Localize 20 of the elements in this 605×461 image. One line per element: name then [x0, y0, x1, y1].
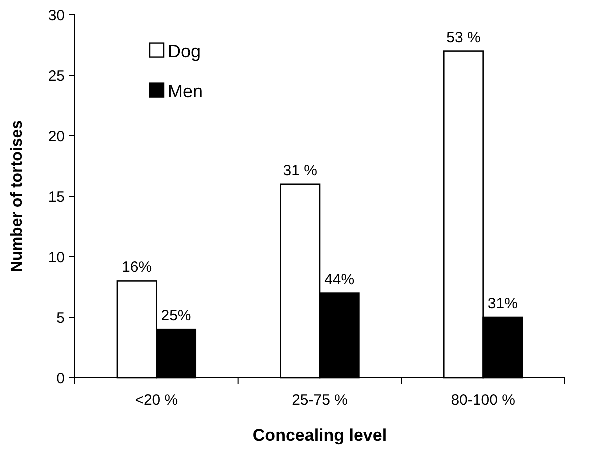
y-tick-label: 25: [48, 68, 65, 85]
y-tick-label: 0: [56, 370, 65, 388]
y-tick-label: 5: [56, 310, 65, 327]
y-tick-label: 20: [48, 128, 65, 146]
y-tick-label: 10: [48, 249, 65, 266]
annotation: 31%: [488, 296, 518, 312]
x-axis-title: Concealing level: [252, 426, 388, 445]
legend-label: Dog: [168, 42, 202, 62]
annotation: 53 %: [446, 29, 481, 46]
x-tick-label: <20 %: [135, 392, 178, 409]
y-axis-title: Number of tortoises: [9, 120, 26, 273]
x-tick-label: 25-75 %: [292, 392, 348, 409]
annotation: 44%: [324, 271, 355, 288]
annotation: 31 %: [283, 162, 318, 180]
y-tick-label: 30: [48, 7, 65, 24]
legend-label: Men: [168, 82, 204, 102]
x-tick-label: 80-100 %: [451, 392, 516, 409]
y-tick-label: 15: [48, 188, 65, 206]
annotation: 25%: [161, 308, 192, 325]
annotation: 16%: [122, 259, 152, 276]
